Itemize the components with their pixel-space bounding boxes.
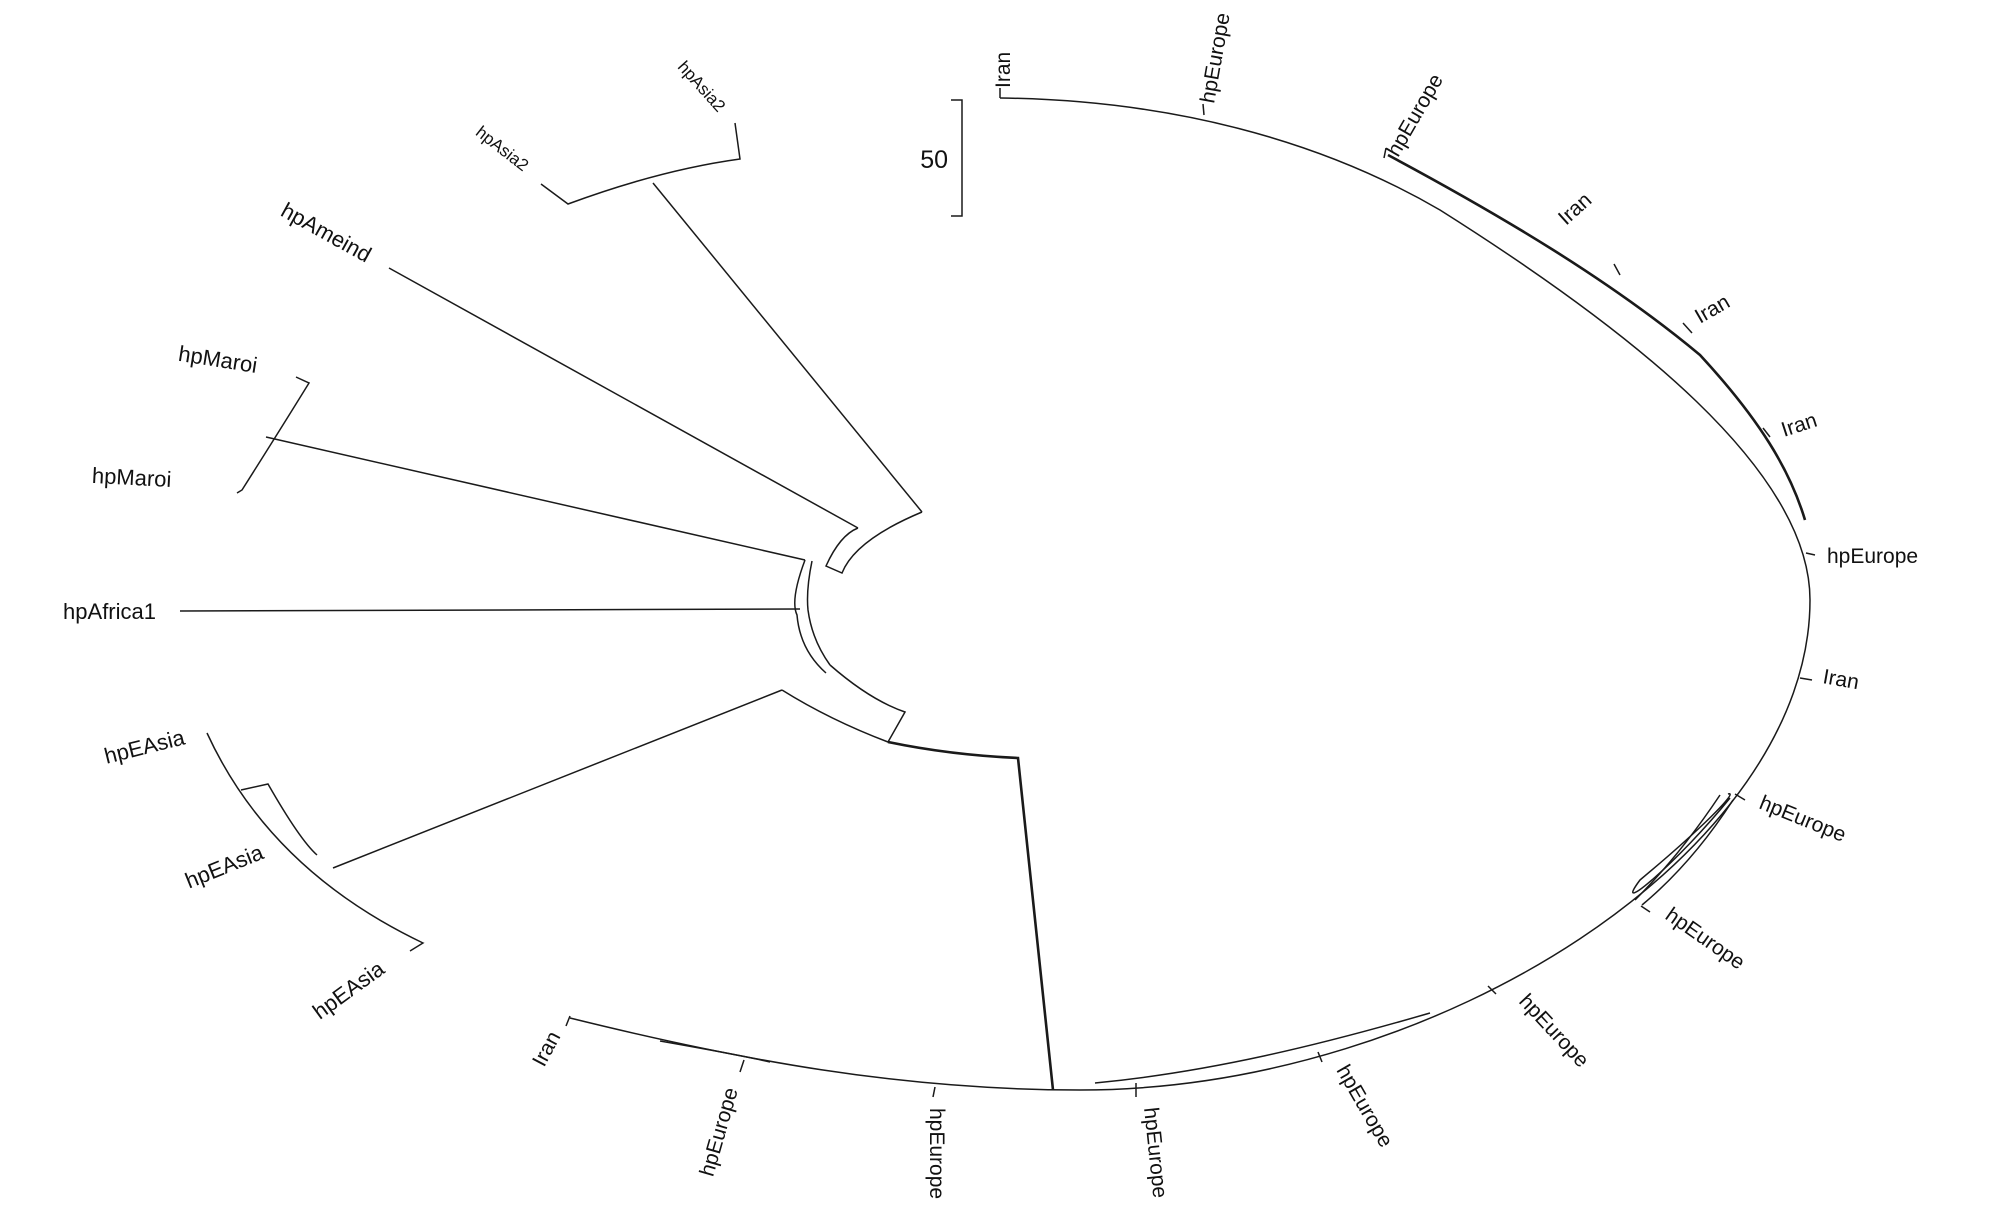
leaf-hpeurope-1: hpEurope — [1196, 11, 1234, 105]
leaf-hpmaroi-2: hpMaroi — [91, 463, 172, 492]
branch-hpmaroi-clade — [236, 376, 311, 494]
root-arc-b — [794, 559, 827, 674]
leaf-iran-5: Iran — [1821, 665, 1861, 694]
branch-hpmaroi-stem — [265, 436, 806, 561]
tick-iran-3 — [1682, 322, 1693, 334]
tick-hpeurope-2 — [1383, 147, 1387, 159]
leaf-hpeurope-7: hpEurope — [1332, 1061, 1397, 1151]
ingroup-outer-arc — [569, 97, 1811, 1091]
branch-ingroup-stem — [887, 740, 1055, 1091]
leaf-hpeurope-5: hpEurope — [1661, 903, 1749, 974]
tick-hpeurope-6 — [1487, 985, 1497, 995]
leaf-hpasia2-2: hpAsia2 — [472, 122, 532, 175]
ingroup-double-arc-right — [1634, 794, 1721, 901]
tick-hpeurope-10 — [739, 1059, 745, 1073]
scale-bar-line — [951, 99, 963, 217]
tick-iran-2 — [1613, 263, 1621, 276]
scale-bar-label: 50 — [920, 146, 948, 174]
leaf-hpameind: hpAmeind — [277, 197, 376, 267]
branch-hpasia2-stem — [652, 182, 923, 513]
ingroup-dense-arc-upper — [1387, 153, 1807, 521]
leaf-iran-1: Iran — [992, 52, 1015, 88]
tick-iran-6 — [565, 1015, 571, 1027]
ingroup-inner-arc-right — [1632, 793, 1731, 894]
scale-bar: 50 — [920, 99, 963, 217]
ingroup-double-arc-right-2 — [1641, 799, 1734, 906]
leaf-hpasia2-1: hpAsia2 — [674, 57, 729, 115]
tick-hpeurope-3 — [1805, 552, 1816, 556]
branch-hpeasia-inner — [240, 783, 318, 856]
outgroup-branches — [179, 122, 923, 952]
leaf-labels: Iran hpEurope hpEurope Iran Iran Iran hp… — [63, 11, 1918, 1199]
root-arc-a — [825, 511, 923, 574]
branch-hpeasia-stem — [332, 689, 783, 869]
leaf-hpeasia-1: hpEAsia — [102, 724, 188, 768]
branch-hpeasia-clade — [206, 732, 425, 952]
tick-hpeurope-7 — [1317, 1051, 1323, 1063]
leaf-iran-2: Iran — [1554, 188, 1596, 229]
leaf-hpmaroi-1: hpMaroi — [177, 341, 259, 378]
leaf-iran-4: Iran — [1778, 409, 1820, 442]
branch-hpafrica1 — [179, 608, 801, 612]
leaf-hpeurope-4: hpEurope — [1756, 791, 1849, 846]
leaf-hpeasia-3: hpEAsia — [308, 955, 390, 1024]
tick-hpeurope-9 — [932, 1086, 936, 1098]
leaf-hpeurope-8: hpEurope — [1139, 1106, 1171, 1199]
leaf-hpeurope-6: hpEurope — [1514, 990, 1593, 1072]
leaf-iran-6: Iran — [528, 1028, 565, 1071]
tick-hpeurope-1 — [1202, 103, 1205, 116]
branch-hpasia2-clade — [540, 122, 741, 205]
leaf-hpeurope-3: hpEurope — [1827, 545, 1918, 568]
leaf-hpafrica1: hpAfrica1 — [63, 599, 156, 624]
leaf-ticks — [565, 88, 1816, 1098]
root-arc-d — [781, 664, 907, 743]
leaf-hpeasia-2: hpEAsia — [182, 839, 268, 893]
tick-iran-5 — [1799, 677, 1813, 681]
ingroup-inner-arc-left — [659, 1040, 771, 1063]
ingroup-arc — [569, 97, 1811, 1091]
tick-hpeurope-5 — [1640, 905, 1651, 913]
branch-hpameind — [388, 267, 859, 529]
leaf-hpeurope-9: hpEurope — [925, 1108, 948, 1199]
ingroup-inner-arc-lower — [1094, 1012, 1431, 1084]
leaf-hpeurope-10: hpEurope — [696, 1085, 743, 1179]
root-arc-c — [806, 560, 831, 666]
tick-iran-4 — [1762, 427, 1771, 438]
leaf-iran-3: Iran — [1691, 290, 1734, 328]
tick-hpeurope-4 — [1734, 793, 1746, 801]
root-arcs — [781, 511, 1055, 1091]
leaf-hpeurope-2: hpEurope — [1382, 70, 1447, 160]
